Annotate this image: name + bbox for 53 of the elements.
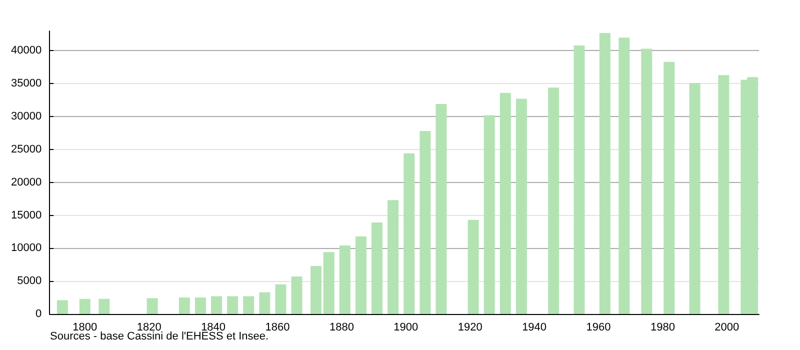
x-tick-label: 1800 (72, 322, 98, 334)
bar (372, 222, 383, 314)
x-tick-label: 1820 (136, 322, 162, 334)
bar (339, 246, 350, 314)
bar (98, 298, 110, 314)
x-tick-label: 1900 (394, 322, 418, 334)
bar (689, 82, 700, 314)
bar (548, 88, 560, 314)
bar (404, 153, 415, 314)
bar (599, 32, 610, 314)
bar (574, 45, 585, 314)
y-tick-label: 10000 (10, 242, 42, 254)
x-tick-label: 1860 (265, 322, 290, 334)
bar (56, 300, 68, 314)
bar (275, 284, 286, 314)
y-tick-label: 30000 (10, 110, 42, 123)
bar (484, 115, 495, 314)
bar (718, 75, 730, 314)
y-tick-label: 40000 (10, 44, 42, 57)
bar (194, 298, 206, 314)
bar (211, 296, 222, 314)
bar (468, 220, 479, 314)
bar (664, 62, 675, 314)
y-tick-label: 35000 (10, 78, 42, 90)
bar (323, 252, 334, 314)
bar (436, 104, 447, 314)
x-tick-label: 1880 (329, 322, 354, 334)
x-tick-label: 1940 (522, 322, 547, 334)
y-tick-label: 25000 (10, 143, 42, 156)
bar (291, 276, 302, 314)
y-tick-label: 5000 (17, 275, 42, 288)
y-tick-label: 20000 (10, 176, 42, 188)
y-tick-label: 15000 (10, 209, 42, 222)
bar (79, 298, 90, 314)
bar (641, 48, 652, 314)
x-tick-label: 1980 (650, 322, 675, 334)
bar (618, 38, 630, 314)
bar (388, 200, 399, 314)
bar (259, 292, 270, 314)
bar (516, 98, 527, 314)
y-tick-label: 0 (35, 308, 42, 320)
bar (420, 131, 431, 314)
bar (355, 236, 366, 314)
bar (146, 298, 158, 314)
bar (243, 296, 254, 314)
x-tick-label: 1960 (586, 322, 611, 334)
bar (500, 92, 511, 314)
x-tick-label: 2000 (714, 322, 740, 334)
source-note: Sources - base Cassini de l'EHESS et Insee. (50, 330, 269, 342)
x-tick-label: 1920 (458, 322, 482, 334)
bar (178, 298, 190, 314)
bar (227, 296, 238, 314)
bar (310, 266, 322, 314)
